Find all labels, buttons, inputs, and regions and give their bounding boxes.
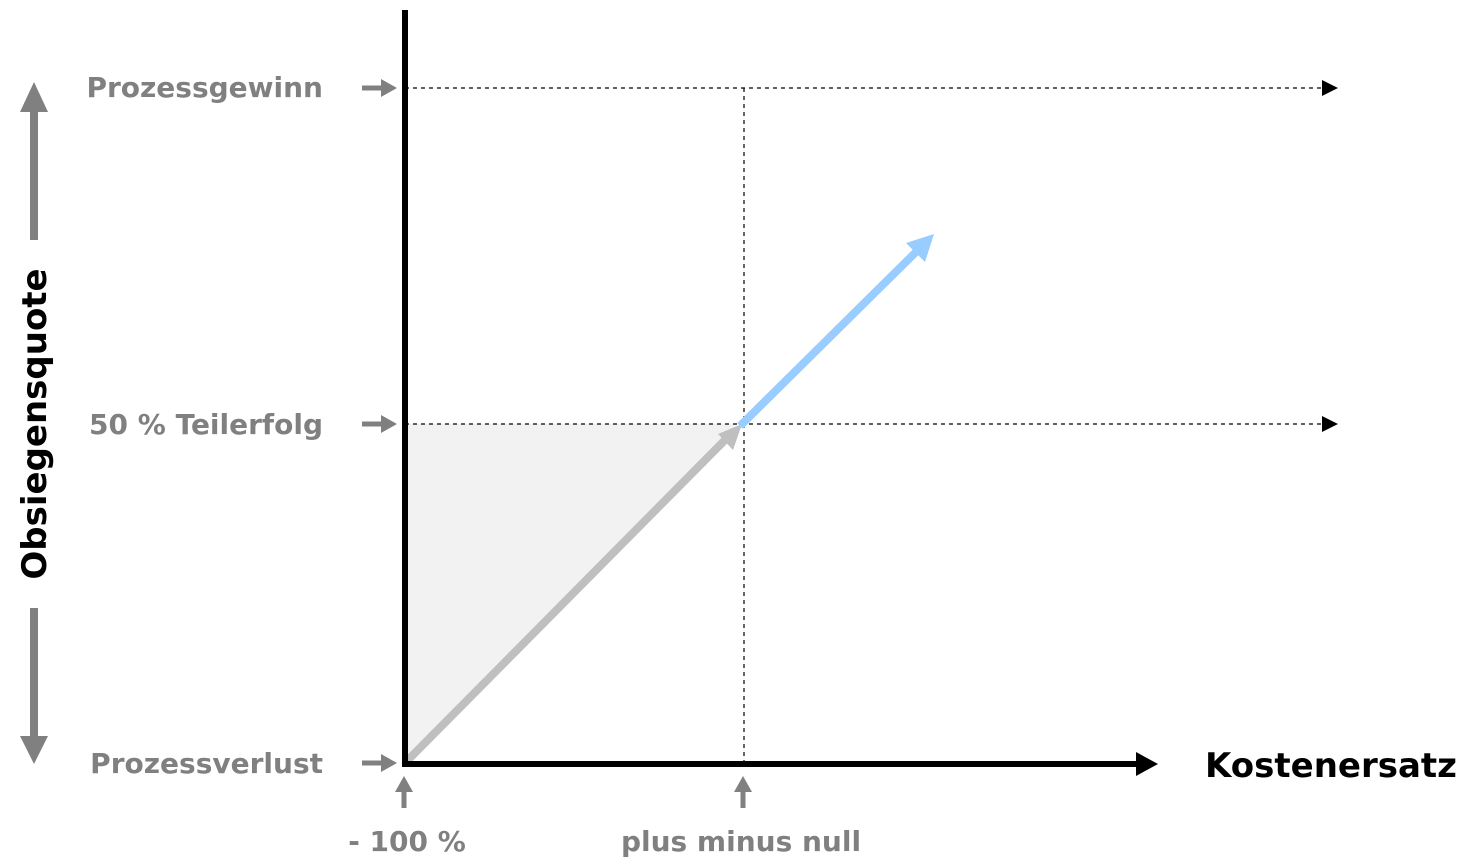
- level-pointer-arrow: [362, 415, 397, 433]
- x-axis-arrowhead: [1136, 752, 1158, 776]
- guide-arrowhead-prozessgewinn: [1322, 80, 1338, 96]
- point-label-plus-minus-null: plus minus null: [621, 825, 861, 858]
- blue-diagonal-arrowhead: [906, 234, 934, 262]
- point-pointer-arrow: [395, 776, 413, 808]
- level-pointer-arrow: [362, 79, 397, 97]
- blue-diagonal-arrow: [737, 247, 921, 429]
- point-pointer-arrow: [734, 776, 752, 808]
- grey-diagonal-arrow: [402, 437, 728, 766]
- grey-diagonal-arrowhead: [718, 424, 742, 450]
- level-label-prozessverlust: Prozessverlust: [90, 747, 323, 780]
- y-direction-arrow: [20, 82, 48, 764]
- level-pointer-arrow: [362, 754, 397, 772]
- level-label-teilerfolg: 50 % Teilerfolg: [89, 408, 323, 441]
- level-label-prozessgewinn: Prozessgewinn: [86, 71, 323, 104]
- y-axis-title: Obsiegensquote: [15, 268, 55, 579]
- x-axis-title: Kostenersatz: [1205, 746, 1457, 786]
- guide-arrowhead-teilerfolg: [1322, 416, 1338, 432]
- point-label-minus-100: - 100 %: [348, 825, 466, 858]
